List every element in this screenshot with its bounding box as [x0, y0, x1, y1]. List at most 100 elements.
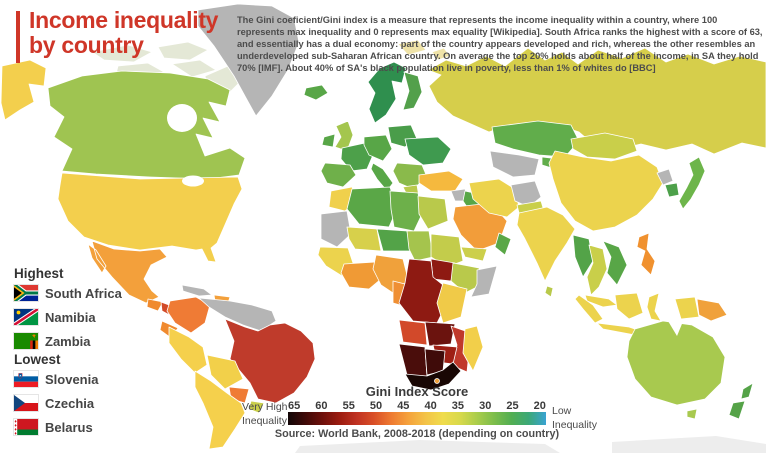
- scale-right-label-line2: Inequality: [552, 419, 597, 432]
- map-region-south-africa: [404, 361, 462, 391]
- map-region-papua-new-guinea: [696, 298, 728, 322]
- highest-legend-title: Highest: [14, 266, 64, 281]
- map-region-guatemala: [146, 298, 164, 312]
- page-title-line2: by country: [29, 32, 144, 59]
- map-region-russia: [427, 47, 767, 155]
- scale-title: Gini Index Score: [365, 384, 469, 399]
- country-name: Namibia: [45, 309, 96, 325]
- scale-tick: 30: [479, 400, 492, 412]
- list-item: South Africa: [14, 285, 122, 301]
- map-region-ethiopia: [450, 262, 484, 294]
- map-region-finland: [402, 71, 423, 111]
- title-accent-bar: [16, 11, 20, 63]
- belarus-flag-icon: [14, 419, 38, 435]
- scale-tick: 25: [506, 400, 519, 412]
- map-region-borneo: [614, 292, 644, 320]
- lowest-legend-title: Lowest: [14, 352, 61, 367]
- map-region-madagascar: [462, 325, 484, 372]
- map-region-lesotho: [434, 378, 440, 384]
- map-region-algeria-tunisia: [346, 186, 398, 228]
- map-region-uruguay: [248, 400, 265, 414]
- slovenia-flag-icon: [14, 371, 38, 387]
- map-region-germany-central: [363, 134, 393, 162]
- map-region-north-korea: [656, 168, 674, 186]
- map-region-canada: [47, 70, 246, 180]
- map-region-oman: [494, 232, 512, 256]
- scale-tick: 65: [288, 400, 301, 412]
- zambia-flag-icon: [14, 333, 38, 349]
- country-name: Slovenia: [45, 371, 99, 387]
- map-region-mali: [346, 226, 382, 252]
- map-region-australia: [626, 320, 726, 406]
- map-region-tasmania: [686, 408, 698, 420]
- map-region-new-zealand: [728, 382, 754, 420]
- map-region-sumatra: [574, 294, 604, 324]
- map-region-iceland: [303, 84, 329, 101]
- scale-tick: 60: [315, 400, 328, 412]
- list-item: Slovenia: [14, 371, 98, 387]
- scale-right-label-line1: Low: [552, 405, 572, 417]
- country-name: South Africa: [45, 285, 122, 301]
- map-region-mongolia: [570, 132, 638, 160]
- map-region-ireland: [321, 133, 336, 148]
- map-region-central-asia: [489, 150, 540, 178]
- map-region-angola: [398, 319, 428, 346]
- scale-tick: 35: [451, 400, 465, 412]
- list-item: Belarus: [14, 419, 98, 435]
- map-region-india: [516, 206, 576, 282]
- map-region-sri-lanka: [544, 285, 554, 298]
- map-region-south-korea: [664, 182, 680, 198]
- map-region-peru: [168, 326, 208, 374]
- gulf-of-carpentaria: [668, 319, 684, 336]
- map-region-vietnam-laos: [602, 240, 628, 286]
- map-region-chile-argentina: [194, 370, 246, 450]
- map-region-ukraine-belarus: [404, 136, 452, 166]
- scale-tick: 20: [533, 400, 546, 412]
- map-region-zambia: [424, 321, 456, 347]
- list-item: Czechia: [14, 395, 98, 411]
- map-region-west-papua: [674, 296, 700, 320]
- scale-tick-row: 65 60 55 50 45 40 35 30 25 20: [288, 400, 546, 412]
- list-item: Namibia: [14, 309, 122, 325]
- page-title-line1: Income inequality: [29, 7, 219, 33]
- great-lakes: [182, 175, 204, 187]
- map-region-mauritania: [320, 210, 352, 248]
- map-region-chad: [406, 230, 434, 262]
- map-region-namibia: [398, 343, 428, 378]
- map-region-libya: [389, 190, 423, 232]
- map-region-egypt: [417, 195, 449, 230]
- country-name: Belarus: [45, 419, 93, 435]
- map-region-turkey: [418, 170, 464, 192]
- country-name: Zambia: [45, 333, 91, 349]
- map-region-norway-sweden: [367, 61, 407, 124]
- map-region-alaska: [0, 59, 47, 121]
- map-region-thailand: [586, 244, 608, 296]
- scale-tick: 45: [397, 400, 410, 412]
- map-region-philippines: [636, 232, 656, 276]
- scale-right-label: Low Inequality: [552, 404, 612, 432]
- map-region-kazakhstan: [491, 120, 580, 158]
- map-region-svalbard: [397, 39, 451, 61]
- scale-tick: 50: [369, 400, 383, 412]
- scale-left-label-line2: Inequality: [242, 415, 287, 428]
- map-region-cuba: [181, 284, 213, 297]
- map-region-iran: [468, 178, 520, 218]
- scale-tick: 55: [342, 400, 355, 412]
- scale-tick: 40: [424, 400, 437, 412]
- czechia-flag-icon: [14, 395, 38, 411]
- map-region-somalia: [470, 265, 498, 298]
- gini-gradient-bar: [288, 412, 546, 425]
- description-text: The Gini coeficient/Gini index is a meas…: [237, 15, 763, 73]
- map-region-iberia: [320, 162, 357, 188]
- south-africa-flag-icon: [14, 285, 38, 301]
- title-block: Income inequality by country: [16, 7, 219, 63]
- map-region-sulawesi: [646, 292, 662, 322]
- map-region-usa: [57, 172, 243, 263]
- map-region-colombia: [166, 296, 211, 334]
- scale-left-label-line1: Very High: [242, 401, 288, 413]
- page-title: Income inequality by country: [29, 7, 219, 63]
- map-region-myanmar: [572, 234, 594, 278]
- map-region-japan: [678, 156, 706, 210]
- highest-legend: Highest South Africa Namibia: [14, 266, 122, 357]
